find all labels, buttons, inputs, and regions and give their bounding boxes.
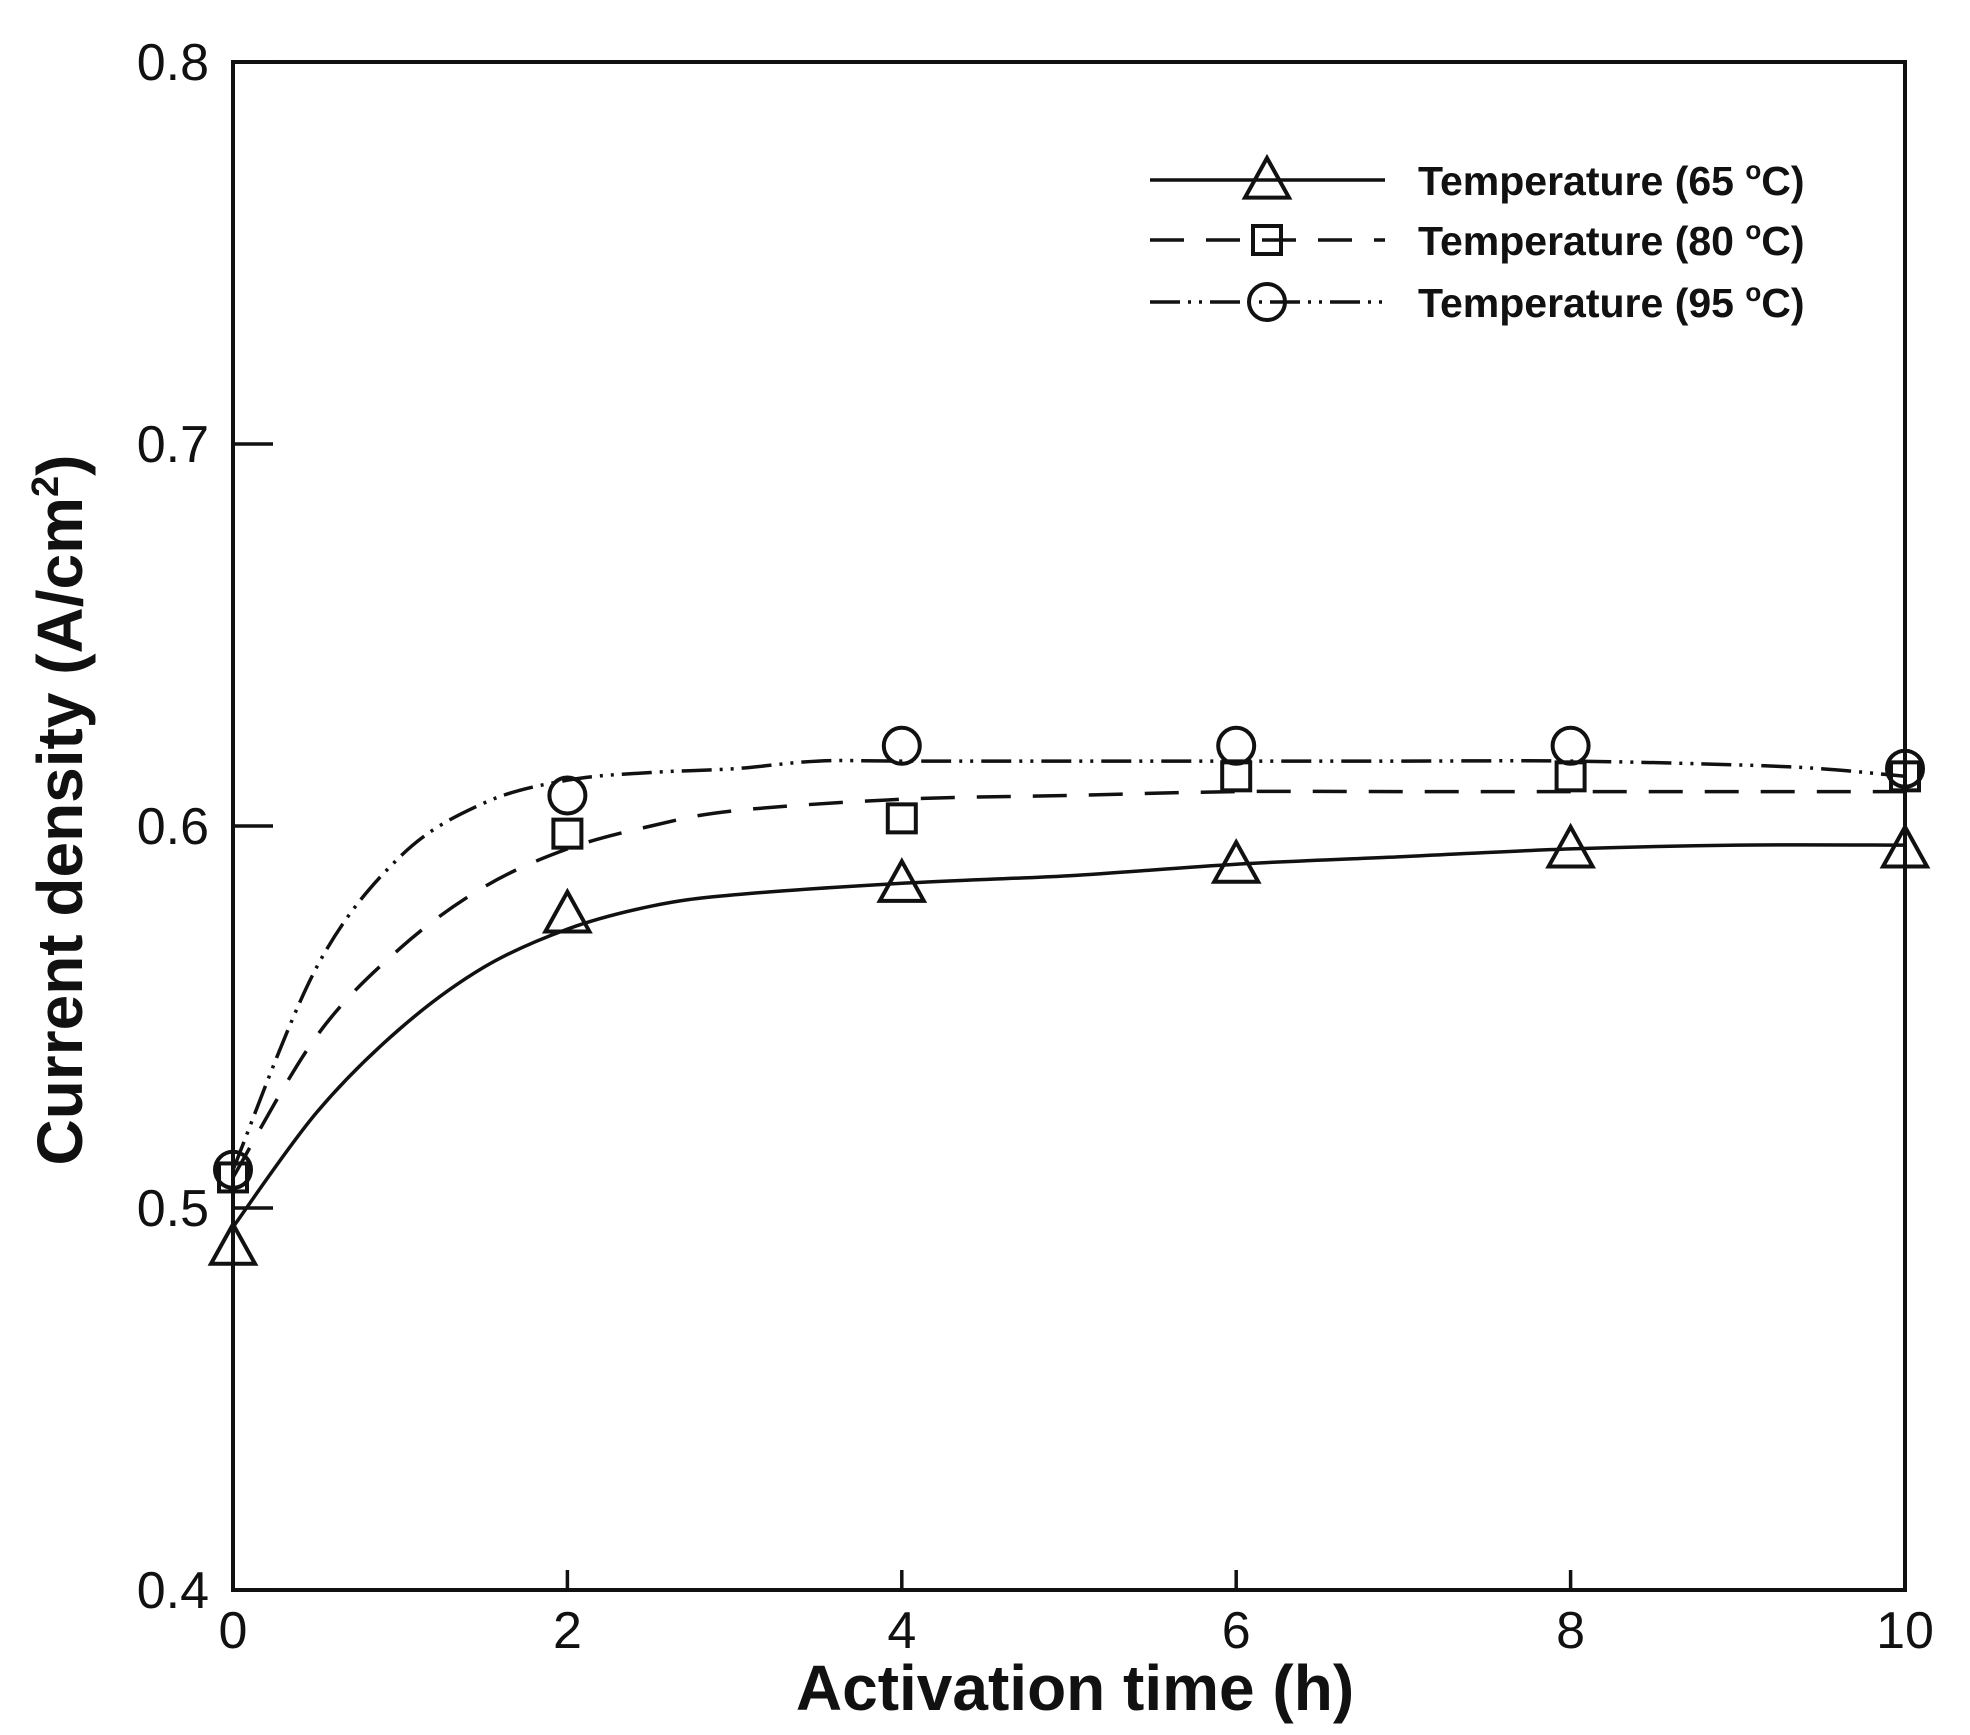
axis-ticks: 0 2 4 6 8 10 0.4 0.5 0.6 0.7 0.8 [137,34,1934,1660]
legend-label-main: Temperature (80 [1418,218,1745,264]
data-point-series-3 [1550,725,1591,766]
data-point-series-3 [881,725,922,766]
legend-marker-series-1 [1241,153,1293,200]
y-axis-title: Current density (A/cm2) [24,454,96,1165]
data-point-series-1 [1545,822,1596,869]
x-tick-label: 8 [1556,1602,1585,1660]
data-markers [207,725,1931,1266]
data-point-series-3 [547,775,588,816]
legend-label-unit: C) [1761,280,1804,326]
y-axis-title-close: ) [24,454,96,475]
legend-label-main: Temperature (95 [1418,280,1745,326]
y-axis-title-main: Current density (A/cm [24,497,96,1166]
data-point-series-1 [1210,838,1262,884]
legend: Temperature (65 oC)Temperature (80 oC)Te… [1150,153,1805,326]
data-point-series-3 [1216,725,1257,766]
data-point-series-2 [551,817,584,850]
legend-label-series-2: Temperature (80 oC) [1418,215,1805,264]
x-tick-label: 6 [1222,1602,1251,1660]
legend-label-degree: o [1745,277,1761,307]
y-tick-label: 0.5 [137,1180,209,1238]
x-tick-label: 2 [553,1602,582,1660]
legend-label-degree: o [1745,155,1761,185]
legend-label-series-1: Temperature (65 oC) [1418,155,1805,204]
fit-line-series-1 [231,843,1906,1229]
legend-label-unit: C) [1761,158,1804,204]
x-tick-label: 0 [219,1602,248,1660]
y-axis-title-sup: 2 [25,476,67,497]
data-point-series-2 [1220,760,1253,793]
legend-marker-series-3 [1247,282,1287,322]
y-tick-label: 0.6 [137,798,209,856]
legend-label-main: Temperature (65 [1418,158,1745,204]
legend-marker-series-2 [1251,224,1283,256]
fit-line-series-3 [231,758,1906,1171]
data-point-series-2 [1554,760,1587,793]
x-tick-label: 4 [887,1602,916,1660]
y-tick-label: 0.8 [137,34,209,92]
x-axis-title: Activation time (h) [796,1652,1354,1724]
fit-lines [231,758,1906,1229]
data-point-series-1 [876,857,928,903]
data-point-series-2 [885,802,918,835]
data-point-series-1 [542,887,593,934]
x-tick-label: 10 [1876,1602,1934,1660]
fit-line-series-2 [231,789,1905,1179]
legend-label-degree: o [1745,215,1761,245]
y-tick-label: 0.4 [137,1562,209,1620]
legend-label-series-3: Temperature (95 oC) [1418,277,1805,326]
y-tick-label: 0.7 [137,416,209,474]
legend-label-unit: C) [1761,218,1804,264]
